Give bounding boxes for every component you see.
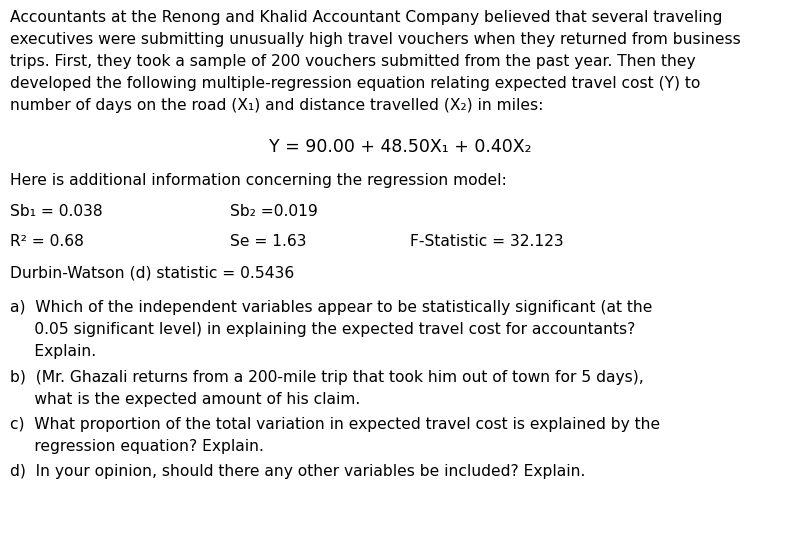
Text: developed the following multiple-regression equation relating expected travel co: developed the following multiple-regress… [10, 76, 700, 91]
Text: executives were submitting unusually high travel vouchers when they returned fro: executives were submitting unusually hig… [10, 32, 741, 47]
Text: regression equation? Explain.: regression equation? Explain. [10, 439, 264, 454]
Text: d)  In your opinion, should there any other variables be included? Explain.: d) In your opinion, should there any oth… [10, 465, 586, 480]
Text: c)  What proportion of the total variation in expected travel cost is explained : c) What proportion of the total variatio… [10, 417, 660, 432]
Text: Se = 1.63: Se = 1.63 [230, 234, 306, 249]
Text: trips. First, they took a sample of 200 vouchers submitted from the past year. T: trips. First, they took a sample of 200 … [10, 54, 696, 69]
Text: F-Statistic = 32.123: F-Statistic = 32.123 [410, 234, 564, 249]
Text: Explain.: Explain. [10, 344, 96, 359]
Text: a)  Which of the independent variables appear to be statistically significant (a: a) Which of the independent variables ap… [10, 300, 652, 315]
Text: number of days on the road (X₁) and distance travelled (X₂) in miles:: number of days on the road (X₁) and dist… [10, 98, 543, 113]
Text: b)  (Mr. Ghazali returns from a 200-mile trip that took him out of town for 5 da: b) (Mr. Ghazali returns from a 200-mile … [10, 369, 644, 384]
Text: what is the expected amount of his claim.: what is the expected amount of his claim… [10, 391, 360, 407]
Text: Sb₂ =0.019: Sb₂ =0.019 [230, 204, 318, 219]
Text: Here is additional information concerning the regression model:: Here is additional information concernin… [10, 173, 506, 188]
Text: Durbin-Watson (d) statistic = 0.5436: Durbin-Watson (d) statistic = 0.5436 [10, 265, 294, 280]
Text: R² = 0.68: R² = 0.68 [10, 234, 84, 249]
Text: Sb₁ = 0.038: Sb₁ = 0.038 [10, 204, 102, 219]
Text: Y = 90.00 + 48.50X₁ + 0.40X₂: Y = 90.00 + 48.50X₁ + 0.40X₂ [269, 137, 531, 156]
Text: Accountants at the Renong and Khalid Accountant Company believed that several tr: Accountants at the Renong and Khalid Acc… [10, 10, 722, 25]
Text: 0.05 significant level) in explaining the expected travel cost for accountants?: 0.05 significant level) in explaining th… [10, 322, 635, 337]
